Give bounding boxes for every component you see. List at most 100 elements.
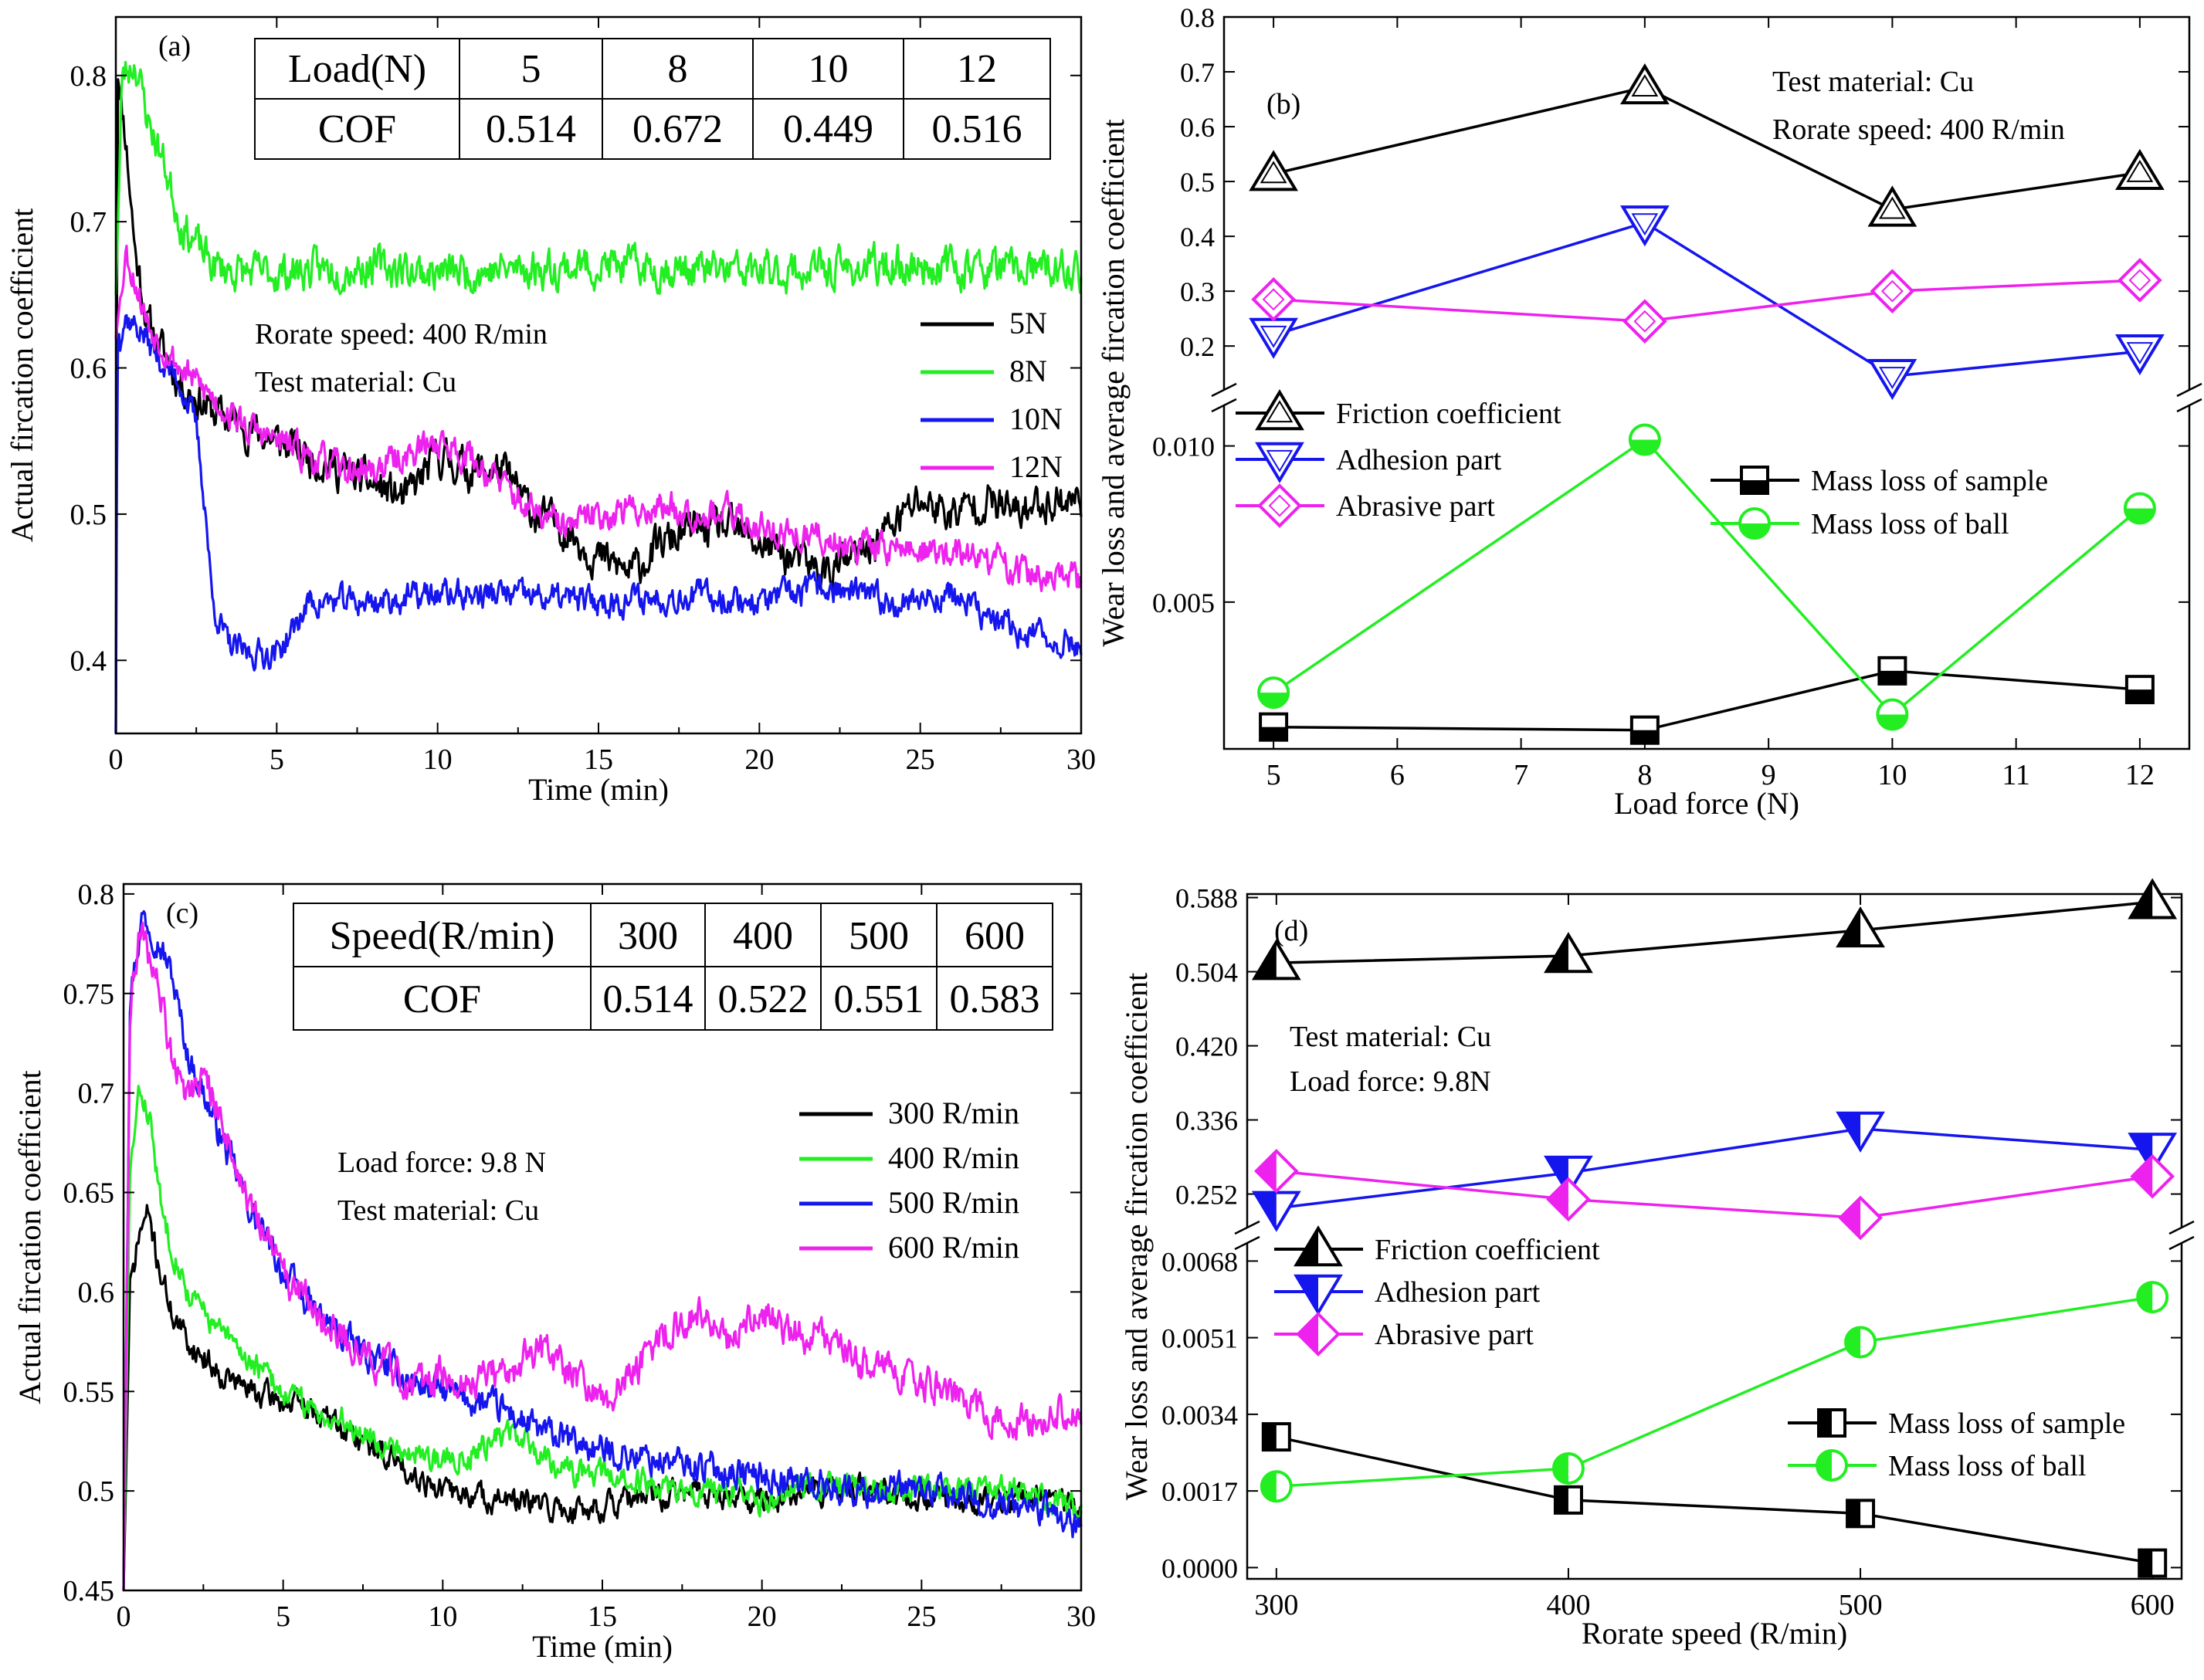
- marker-circle-half: [2136, 1281, 2169, 1314]
- marker-triangle-down: [1249, 317, 1298, 359]
- marker-fill: [1741, 480, 1768, 493]
- marker-triangle-down-half: [1544, 1155, 1593, 1197]
- y-tick-label: 0.0000: [1161, 1553, 1238, 1583]
- legend-label: 12N: [1009, 449, 1063, 484]
- series-line-8n: [114, 60, 1083, 296]
- marker-triangle-down: [1619, 205, 1670, 247]
- legend-label: Abrasive part: [1375, 1319, 1534, 1351]
- marker-fill: [1847, 1500, 1861, 1527]
- y-axis-label: Wear loss and average fircation coeffici…: [1119, 973, 1154, 1500]
- legend-mass-loss: Mass loss of sample Mass loss of ball: [1711, 465, 2048, 540]
- marker-fill: [1296, 1275, 1318, 1312]
- y-tick-label: 0.5: [78, 1475, 115, 1508]
- marker-triangle-up: [2115, 148, 2165, 190]
- marker-fill: [2124, 508, 2155, 523]
- axis-break-mark: [1234, 1235, 1260, 1251]
- marker-circle-half: [1551, 1451, 1585, 1485]
- x-tick-label: 11: [2002, 759, 2030, 791]
- marker-diamond-half: [1296, 1312, 1341, 1357]
- y-tick-label: 0.336: [1175, 1106, 1238, 1136]
- marker-fill: [1263, 1424, 1277, 1451]
- y-tick-label: 0.75: [63, 978, 115, 1011]
- series-line-400-r-min: [122, 1085, 1083, 1591]
- x-tick-label: 0: [117, 1600, 131, 1633]
- panel-b: 5 6 7 8 9 10 11 12 0.2 0.3 0.4 0.5 0.6 0.7 0.8 0.005 0.0…: [1096, 2, 2202, 821]
- x-tick-label: 20: [748, 1600, 777, 1633]
- cof-table: Load(N) COF 5 0.514 8 0.672 10 0.449 12 0.516: [254, 38, 1051, 160]
- marker-triangle-up-half: [1836, 906, 1885, 948]
- legend-label: Friction coefficient: [1336, 398, 1561, 430]
- plot-frame-lower: [1222, 405, 2191, 750]
- x-tick-label: 5: [1266, 759, 1281, 791]
- marker-inner: [1266, 449, 1294, 472]
- marker-circle-half: [1257, 676, 1290, 710]
- marker-square-half: [1553, 1485, 1583, 1515]
- y-tick-label: 0.252: [1175, 1180, 1238, 1211]
- x-tick-label: 20: [744, 743, 774, 776]
- series-line-adhesion-part: [1276, 1127, 2153, 1210]
- marker-inner: [1262, 288, 1285, 311]
- y-tick-label: 0.4: [1180, 222, 1215, 252]
- marker-triangle-down: [1867, 358, 1917, 401]
- marker-fill: [1296, 1228, 1318, 1265]
- legend: 5N 8N 10N 12N: [921, 306, 1063, 484]
- y-tick-label: 0.7: [70, 206, 107, 239]
- series-line-500-r-min: [122, 909, 1083, 1591]
- marker-fill: [1553, 1453, 1568, 1483]
- marker-fill: [1260, 727, 1287, 740]
- series-line-friction-coefficient: [1276, 900, 2153, 964]
- x-axis-label: Time (min): [532, 1629, 673, 1664]
- x-tick-label: 500: [1839, 1589, 1883, 1621]
- table-header-cell: 300: [618, 914, 678, 958]
- marker-diamond: [1622, 299, 1667, 344]
- marker-inner: [1631, 213, 1659, 236]
- marker-circle-half: [1816, 1449, 1848, 1482]
- marker-square-half: [2124, 675, 2155, 705]
- series-line-mass-loss-of-sample: [1276, 1435, 2153, 1565]
- legend-label: Mass loss of sample: [1888, 1407, 2125, 1440]
- y-tick-label: 0.5: [1180, 167, 1215, 198]
- series-line-10n: [114, 313, 1083, 734]
- marker-diamond: [1257, 483, 1302, 528]
- table-value-cell: 0.672: [632, 107, 723, 151]
- marker-fill: [1879, 670, 1906, 684]
- legend-label: 300 R/min: [888, 1096, 1019, 1130]
- marker-fill: [1877, 714, 1907, 730]
- legend-label: 8N: [1009, 354, 1047, 388]
- series-line-12n: [114, 244, 1083, 592]
- marker-fill: [1555, 1486, 1568, 1513]
- table-header-cell: 600: [965, 914, 1025, 958]
- marker-fill: [1254, 942, 1277, 979]
- x-tick-label: 6: [1390, 759, 1405, 791]
- x-axis-label: Load force (N): [1614, 786, 1799, 821]
- marker-diamond-half: [2130, 1153, 2175, 1199]
- annotation-text: Test material: Cu: [255, 366, 456, 398]
- table-value-cell: 0.583: [950, 977, 1040, 1021]
- marker-diamond-half: [1546, 1177, 1591, 1222]
- x-axis-label: Time (min): [528, 772, 669, 807]
- marker-fill: [1546, 1157, 1568, 1194]
- y-axis-label: Actual fircation coefficient: [5, 208, 39, 542]
- marker-fill: [1740, 523, 1769, 538]
- legend-label: Mass loss of ball: [1811, 508, 2009, 540]
- y-axis-label: Wear loss and average fircation coeffici…: [1096, 119, 1131, 646]
- marker-circle-half: [1260, 1470, 1293, 1503]
- marker-inner: [1879, 367, 1906, 390]
- marker-fill: [1261, 1472, 1277, 1502]
- panel-a: 0 5 10 15 20 25 30 0.4 0.5 0.6 0.7 0.8 Time (min) Act…: [5, 15, 1096, 807]
- axis-break-mark: [2168, 1235, 2195, 1251]
- y-tick-label: 0.588: [1175, 883, 1238, 914]
- axis-break-mark: [1211, 398, 1237, 413]
- y-tick-label: 0.6: [1180, 112, 1215, 143]
- marker-inner: [1880, 279, 1904, 303]
- marker-diamond: [1251, 276, 1296, 322]
- legend-label: Adhesion part: [1375, 1276, 1541, 1309]
- marker-inner: [2126, 159, 2154, 182]
- x-tick-label: 9: [1762, 759, 1776, 791]
- legend-mass-loss: Mass loss of sample Mass loss of ball: [1788, 1407, 2125, 1482]
- annotation-text: Test material: Cu: [337, 1194, 539, 1227]
- x-tick-label: 10: [428, 1600, 457, 1633]
- marker-fill: [1840, 1197, 1861, 1238]
- legend-coefficients: Friction coefficient Adhesion part Abrasiv…: [1236, 389, 1561, 528]
- x-tick-label: 600: [2131, 1589, 2175, 1621]
